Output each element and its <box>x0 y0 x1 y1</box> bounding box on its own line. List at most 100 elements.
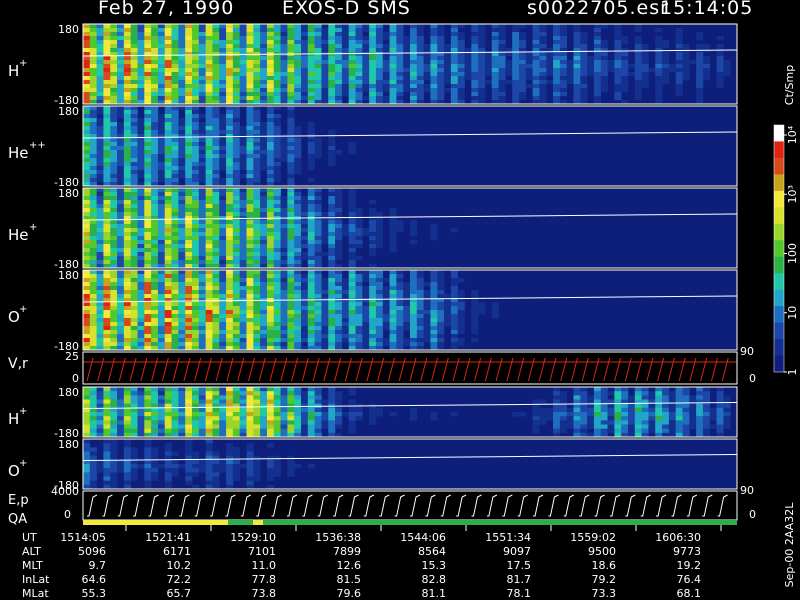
spectrogram-cell <box>110 100 118 105</box>
spectrogram-cell <box>280 399 288 404</box>
spectrogram-cell <box>614 391 622 396</box>
spectrogram-cell <box>348 256 356 261</box>
spectrogram-cell <box>157 118 166 123</box>
spectrogram-cell <box>226 182 234 187</box>
spectrogram-cell <box>444 64 452 69</box>
spectrogram-cell <box>164 314 172 319</box>
spectrogram-cell <box>205 110 213 115</box>
spectrogram-cell <box>280 232 288 237</box>
spectrogram-cell <box>553 52 561 57</box>
spectrogram-cell <box>123 480 131 486</box>
spectrogram-cell <box>335 100 343 105</box>
spectrogram-cell <box>696 387 704 392</box>
spectrogram-cell <box>348 270 356 275</box>
spectrogram-cell <box>328 56 336 61</box>
spectrogram-cell <box>689 416 697 421</box>
spectrogram-cell <box>212 170 220 175</box>
spectrogram-cell <box>137 208 145 213</box>
spectrogram-cell <box>287 428 295 434</box>
spectrogram-cell <box>430 322 438 327</box>
spectrogram-cell <box>580 424 588 429</box>
spectrogram-cell <box>185 162 193 167</box>
spectrogram-cell <box>192 52 200 57</box>
spectrogram-cell <box>410 80 418 85</box>
spectrogram-cell <box>212 32 220 37</box>
spectrogram-cell <box>307 326 315 331</box>
spectrogram-cell <box>246 424 254 429</box>
spectrogram-cell <box>96 244 104 249</box>
spectrogram-cell <box>178 138 186 143</box>
spectrogram-cell <box>96 252 104 257</box>
spectrogram-cell <box>314 334 322 339</box>
spectrogram-cell <box>219 212 227 217</box>
spectrogram-cell <box>335 188 343 193</box>
spectrogram-cell <box>130 192 138 197</box>
spectrogram-cell <box>144 282 152 287</box>
spectrogram-cell <box>219 399 227 404</box>
spectrogram-cell <box>355 322 363 327</box>
spectrogram-cell <box>103 306 111 311</box>
spectrogram-cell <box>144 110 152 115</box>
spectrogram-cell <box>137 240 145 245</box>
spectrogram-cell <box>273 76 281 81</box>
spectrogram-cell <box>328 314 336 319</box>
spectrogram-cell <box>410 24 418 29</box>
spectrogram-cell <box>375 334 384 339</box>
spectrogram-cell <box>266 130 275 135</box>
spectrogram-cell <box>219 224 227 229</box>
spectrogram-cell <box>348 318 356 323</box>
spectrogram-cell <box>130 476 138 481</box>
spectrogram-cell <box>178 146 186 151</box>
spectrogram-cell <box>137 387 145 392</box>
spectrogram-cell <box>151 142 159 147</box>
spectrogram-cell <box>280 278 288 283</box>
spectrogram-cell <box>621 100 629 105</box>
spectrogram-cell <box>573 84 581 89</box>
spectrogram-cell <box>628 407 636 413</box>
spectrogram-cell <box>328 252 336 257</box>
spectrogram-cell <box>253 36 261 41</box>
spectrogram-cell <box>232 192 240 197</box>
spectrogram-cell <box>375 56 384 61</box>
spectrogram-cell <box>185 278 193 283</box>
spectrogram-cell <box>375 322 384 327</box>
spectrogram-cell <box>403 302 411 307</box>
spectrogram-cell <box>546 416 554 421</box>
spectrogram-cell <box>144 318 152 323</box>
spectrogram-cell <box>301 244 309 249</box>
spectrogram-cell <box>369 270 377 275</box>
spectrogram-cell <box>553 391 561 396</box>
spectrogram-cell <box>314 232 322 237</box>
spectrogram-cell <box>212 48 220 53</box>
spectrogram-cell <box>192 236 200 241</box>
spectrogram-cell <box>96 290 104 295</box>
spectrogram-cell <box>117 338 125 343</box>
spectrogram-cell <box>294 236 302 241</box>
spectrogram-cell <box>164 416 172 421</box>
spectrogram-cell <box>369 334 377 339</box>
spectrogram-cell <box>246 314 254 319</box>
spectrogram-cell <box>219 294 227 299</box>
spectrogram-cell <box>232 72 240 77</box>
spectrogram-cell <box>716 44 724 49</box>
spectrogram-cell <box>341 302 349 307</box>
spectrogram-cell <box>130 208 138 213</box>
spectrogram-cell <box>103 278 111 283</box>
spectrogram-cell <box>117 84 125 89</box>
spectrogram-cell <box>123 443 131 448</box>
spectrogram-cell <box>253 424 261 429</box>
spectrogram-cell <box>192 56 200 61</box>
spectrogram-cell <box>362 80 370 85</box>
spectrogram-cell <box>89 146 97 151</box>
spectrogram-cell <box>600 420 608 425</box>
spectrogram-cell <box>144 204 152 209</box>
spectrogram-cell <box>137 298 145 303</box>
spectrogram-cell <box>239 196 247 201</box>
spectrogram-cell <box>151 274 159 279</box>
spectrogram-cell <box>471 68 479 73</box>
spectrogram-cell <box>171 150 179 155</box>
spectrogram-cell <box>328 326 336 331</box>
spectrogram-cell <box>96 158 104 163</box>
spectrogram-cell <box>110 326 118 331</box>
spectrogram-cell <box>328 256 336 261</box>
